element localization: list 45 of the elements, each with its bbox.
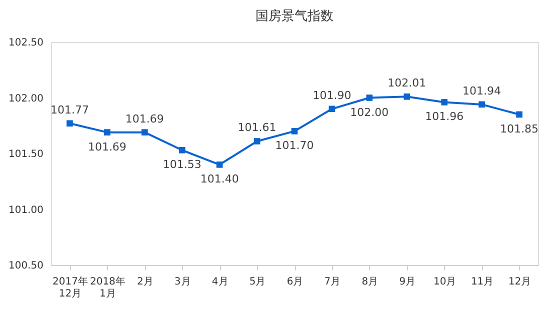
point [66, 120, 73, 127]
y-tick-label: 102.50 [8, 38, 44, 48]
point [254, 138, 260, 144]
y-tick-label: 102.00 [8, 93, 44, 104]
x-tick-label: 8月 [362, 276, 378, 288]
point [291, 128, 298, 134]
point [216, 161, 223, 168]
point [178, 146, 186, 154]
x-tick-label: 9月 [399, 276, 416, 288]
x-tick-label: 2018年 1月 [90, 276, 126, 300]
text: 101.61 [238, 121, 276, 134]
text: 102.01 [388, 76, 426, 90]
y-tick-label: 100.50 [8, 260, 44, 272]
x-tick-label: 2017年 12月 [52, 276, 88, 300]
text: 101.70 [275, 139, 314, 152]
point [141, 129, 148, 136]
chart-title: 国房景气指数 [256, 8, 334, 24]
x-tick-label: 4月 [212, 276, 228, 288]
point [328, 106, 336, 112]
text: 101.94 [462, 84, 502, 98]
text: 101.90 [312, 88, 352, 102]
x-tick-label: 3月 [174, 276, 191, 288]
x-tick-label: 2月 [136, 276, 154, 288]
text: 101.53 [162, 158, 202, 172]
x-tick-label: 10月 [433, 276, 456, 288]
x-tick-label: 7月 [324, 276, 341, 288]
text: 101.96 [425, 110, 464, 124]
text: 102.00 [350, 106, 389, 119]
point [516, 111, 522, 118]
x-tick-label: 6月 [286, 276, 304, 288]
point [104, 129, 110, 136]
point [404, 93, 410, 100]
text: 101.69 [125, 112, 164, 126]
point [441, 99, 448, 106]
x-tick-label: 12月 [508, 276, 532, 288]
point [366, 94, 373, 101]
x-tick-label: 5月 [249, 276, 266, 288]
y-tick-label: 101.50 [8, 149, 44, 160]
point [478, 101, 485, 108]
text: 101.77 [50, 103, 89, 116]
text: 101.69 [88, 140, 126, 154]
x-tick-label: 11月 [470, 276, 494, 288]
text: 101.85 [500, 122, 539, 136]
text: 101.40 [200, 172, 239, 186]
y-tick-label: 101.00 [8, 204, 44, 216]
